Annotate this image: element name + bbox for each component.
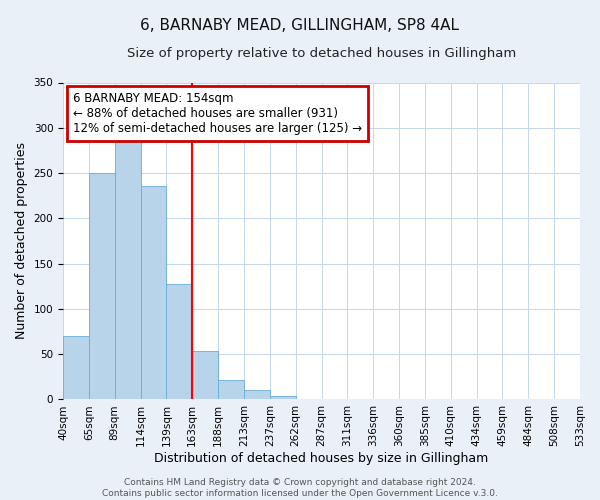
Bar	[244, 390, 270, 400]
Bar	[166, 284, 192, 400]
Bar	[218, 380, 244, 400]
Bar	[192, 350, 218, 400]
Bar	[63, 336, 89, 400]
Bar	[89, 173, 115, 400]
Text: 6, BARNABY MEAD, GILLINGHAM, SP8 4AL: 6, BARNABY MEAD, GILLINGHAM, SP8 4AL	[140, 18, 460, 32]
Y-axis label: Number of detached properties: Number of detached properties	[15, 142, 28, 340]
Bar	[270, 396, 296, 400]
Bar	[296, 398, 322, 400]
Text: Contains HM Land Registry data © Crown copyright and database right 2024.
Contai: Contains HM Land Registry data © Crown c…	[102, 478, 498, 498]
X-axis label: Distribution of detached houses by size in Gillingham: Distribution of detached houses by size …	[154, 452, 488, 465]
Bar	[140, 186, 166, 400]
Title: Size of property relative to detached houses in Gillingham: Size of property relative to detached ho…	[127, 48, 516, 60]
Bar	[115, 140, 140, 400]
Text: 6 BARNABY MEAD: 154sqm
← 88% of detached houses are smaller (931)
12% of semi-de: 6 BARNABY MEAD: 154sqm ← 88% of detached…	[73, 92, 362, 135]
